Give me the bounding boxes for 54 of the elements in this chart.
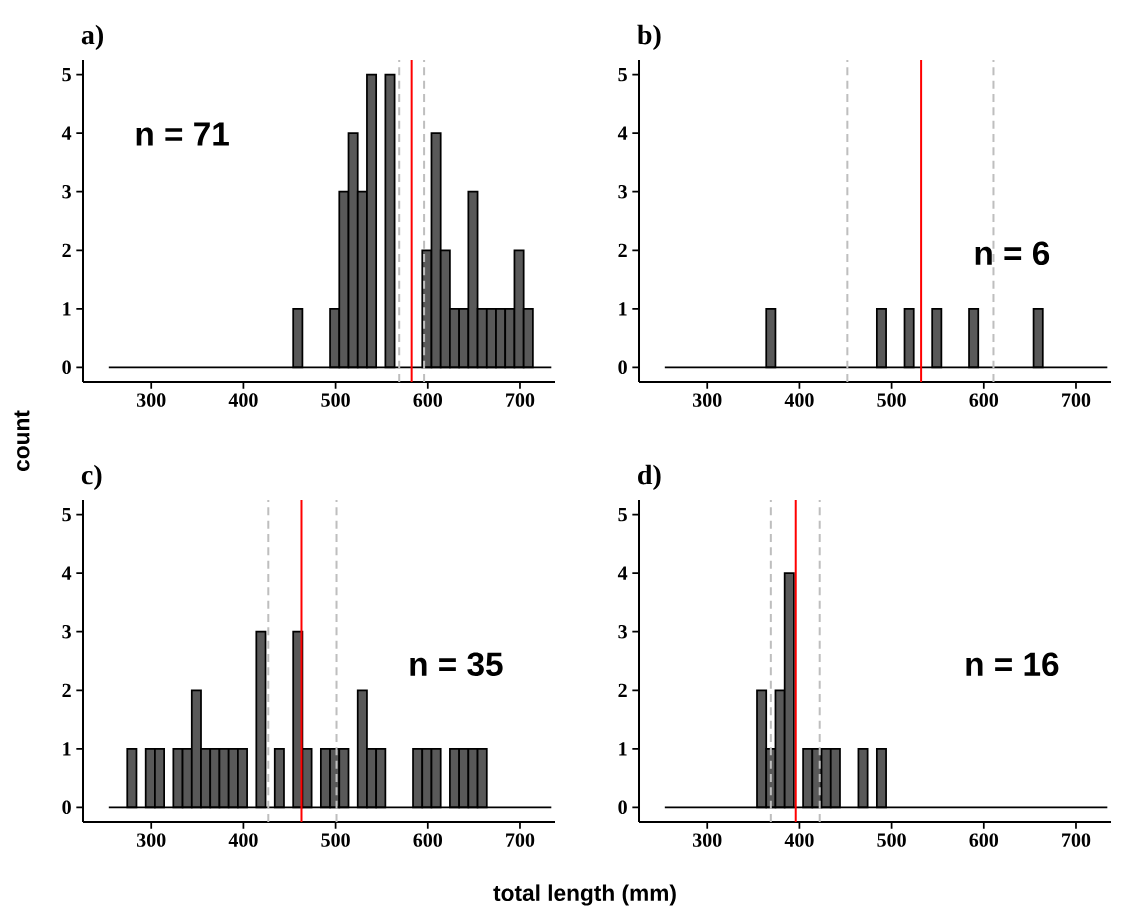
x-tick-label: 400 [784, 833, 814, 847]
x-tick-label: 300 [692, 833, 722, 847]
x-tick-label: 700 [506, 833, 535, 847]
x-tick-label: 300 [136, 393, 166, 407]
x-tick-label: 700 [1062, 393, 1091, 407]
y-tick-label: 1 [619, 302, 627, 316]
y-tick-label: 1 [619, 742, 627, 756]
y-tick-label: 1 [63, 742, 71, 756]
x-tick-label: 700 [1062, 833, 1091, 847]
x-tick-label: 600 [413, 393, 443, 407]
y-tick-label: 4 [617, 566, 628, 580]
y-tick-label: 2 [62, 683, 71, 697]
y-tick-label: 4 [617, 126, 628, 140]
y-axis-title: count [14, 410, 30, 471]
y-tick-label: 0 [618, 800, 627, 815]
annotation: n = 71 [136, 122, 229, 146]
y-tick-label: 5 [618, 67, 627, 82]
y-tick-label: 0 [62, 360, 71, 375]
y-tick-label: 1 [63, 302, 71, 316]
y-tick-label: 0 [618, 360, 627, 375]
x-tick-label: 500 [321, 393, 350, 407]
x-tick-label: 300 [692, 393, 722, 407]
x-tick-label: 700 [506, 393, 535, 407]
y-tick-label: 3 [62, 625, 71, 639]
y-tick-label: 3 [62, 185, 71, 199]
x-tick-label: 600 [969, 833, 999, 847]
chart-title: d) [638, 464, 661, 491]
y-tick-label: 0 [62, 800, 71, 815]
y-tick-label: 3 [618, 185, 627, 199]
annotation: n = 6 [975, 241, 1050, 266]
x-axis-title: total length (mm) [493, 884, 676, 906]
annotation: n = 16 [966, 652, 1059, 677]
x-tick-label: 400 [228, 393, 258, 407]
x-tick-label: 400 [228, 833, 258, 847]
y-tick-label: 4 [61, 566, 72, 580]
x-tick-label: 400 [784, 393, 814, 407]
x-tick-label: 500 [877, 393, 906, 407]
annotation: n = 35 [410, 652, 503, 677]
chart-title: a) [81, 24, 103, 51]
x-tick-label: 600 [969, 393, 999, 407]
y-tick-label: 4 [61, 126, 72, 140]
y-tick-label: 5 [618, 507, 627, 522]
y-tick-label: 2 [618, 683, 627, 697]
x-tick-label: 500 [321, 833, 350, 847]
chart-title: b) [637, 24, 661, 51]
y-tick-label: 5 [62, 507, 71, 522]
x-tick-label: 600 [413, 833, 443, 847]
y-tick-label: 5 [62, 67, 71, 82]
y-tick-label: 3 [618, 625, 627, 639]
y-tick-label: 2 [62, 243, 71, 257]
y-tick-label: 2 [618, 243, 627, 257]
x-tick-label: 500 [877, 833, 906, 847]
chart-title: c) [81, 464, 102, 491]
x-tick-label: 300 [136, 833, 166, 847]
